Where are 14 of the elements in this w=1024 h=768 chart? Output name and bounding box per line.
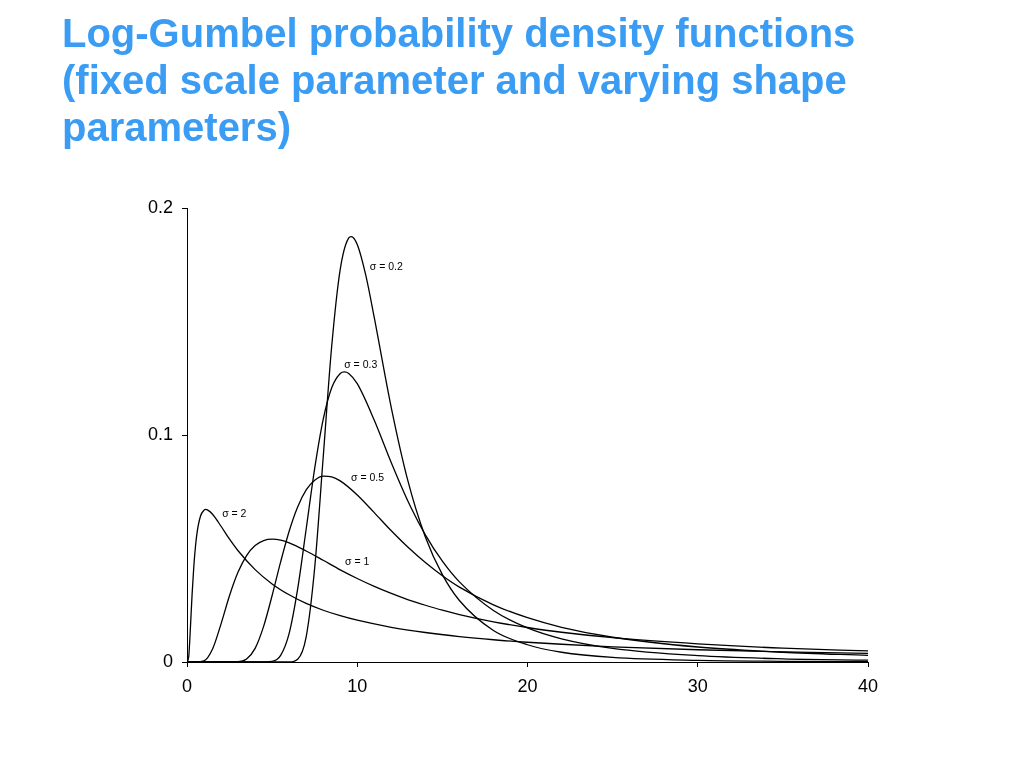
y-tick-label: 0.2	[147, 196, 173, 217]
annotation: σ = 0.5	[351, 470, 385, 483]
y-tick-label: 0.1	[147, 423, 173, 444]
annotation: σ = 1	[345, 555, 370, 568]
annotation: σ = 2	[222, 506, 247, 519]
annotation: σ = 0.3	[344, 358, 378, 371]
y-tick-label: 0	[162, 650, 173, 671]
x-tick-label: 20	[517, 675, 538, 696]
chart-title: Log-Gumbel probability density functions (fixed scale parameter and varying shape parameters)	[62, 10, 857, 151]
x-tick-label: 40	[857, 675, 879, 696]
x-tick-label: 30	[687, 675, 708, 696]
annotation: σ = 0.2	[369, 260, 403, 273]
x-tick-label: 0	[181, 675, 193, 696]
x-tick-label: 10	[347, 675, 368, 696]
